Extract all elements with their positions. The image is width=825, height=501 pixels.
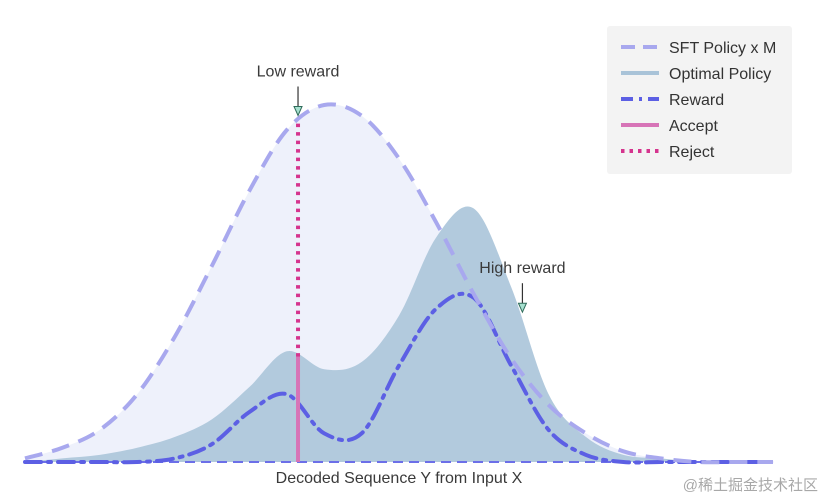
legend-label: Optimal Policy: [669, 66, 771, 83]
legend-label: SFT Policy x M: [669, 40, 776, 57]
legend-entry-4: Reject: [621, 144, 715, 161]
annotation-1: High reward: [479, 260, 566, 314]
legend-label: Accept: [669, 118, 718, 135]
sft-policy-fill: [25, 104, 773, 463]
legend-entry-2: Reward: [621, 92, 724, 109]
annotation-arrow-head: [517, 302, 528, 314]
legend-entry-3: Accept: [621, 118, 718, 135]
legend-label: Reward: [669, 92, 724, 109]
annotation-0: Low reward: [257, 63, 340, 117]
x-axis-label: Decoded Sequence Y from Input X: [276, 470, 523, 487]
legend: SFT Policy x M Optimal Policy Reward Accept…: [607, 26, 792, 174]
plot-area: [23, 102, 775, 465]
annotation-label: Low reward: [257, 63, 340, 80]
annotation-label: High reward: [479, 260, 565, 277]
annotations: Low reward High reward: [257, 63, 566, 314]
annotation-arrow-head: [293, 105, 303, 117]
legend-entry-0: SFT Policy x M: [621, 40, 776, 57]
legend-label: Reject: [669, 144, 715, 161]
optimal-policy-area: [25, 206, 773, 463]
legend-box: [607, 26, 792, 174]
reward-line: [23, 291, 775, 465]
legend-entry-1: Optimal Policy: [621, 66, 771, 83]
watermark: @稀土掘金技术社区: [683, 477, 818, 494]
